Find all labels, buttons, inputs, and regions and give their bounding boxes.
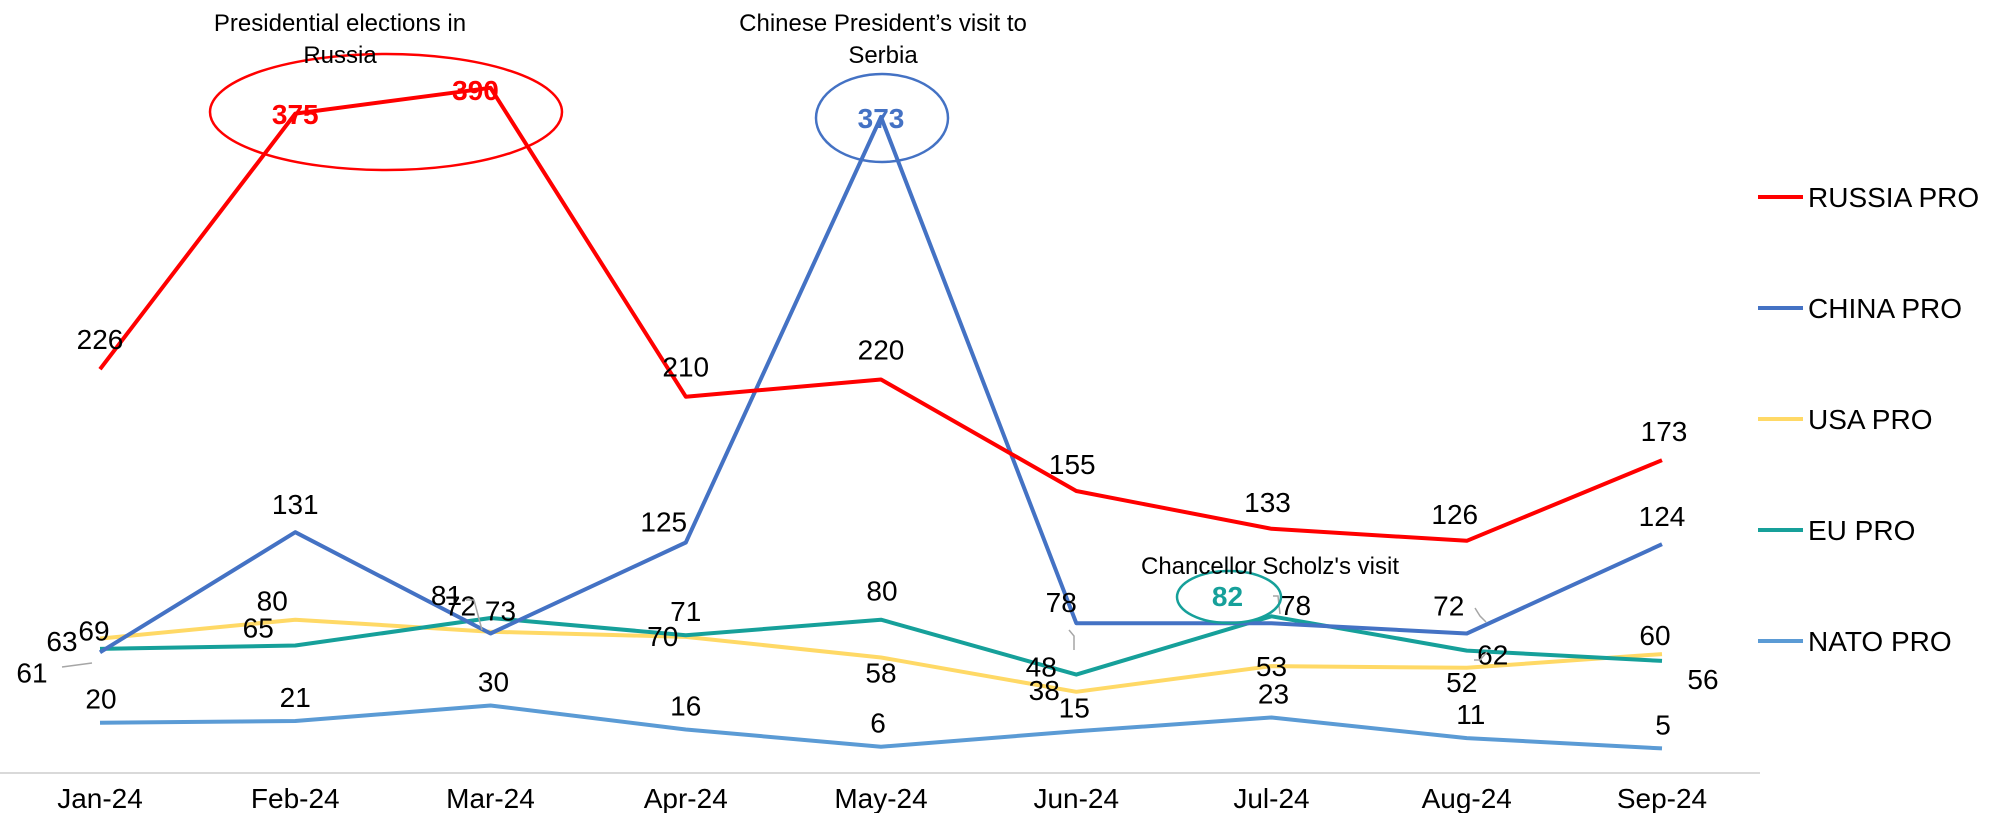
x-tick-label-jul-24: Jul-24	[1233, 783, 1309, 813]
data-label-nato-aug-24: 11	[1456, 699, 1485, 730]
leader-line-usa-jul-24	[1273, 595, 1281, 615]
annotation-oval-russia	[208, 52, 564, 172]
x-tick-label-sep-24: Sep-24	[1617, 783, 1707, 813]
data-label-nato-jul-24: 23	[1258, 679, 1289, 710]
legend-item-eu: EU PRO	[1758, 515, 1915, 546]
leader-line-china-aug-24	[1474, 607, 1487, 623]
data-label-eu-apr-24: 71	[670, 596, 701, 627]
annotation-oval-china	[814, 72, 950, 164]
data-label-russia-feb-24: 375	[272, 99, 319, 130]
data-label-russia-apr-24: 210	[662, 352, 709, 383]
data-label-china-apr-24: 125	[640, 507, 687, 538]
data-label-eu-jul-24: 82	[1212, 581, 1243, 612]
legend-item-nato: NATO PRO	[1758, 626, 1952, 657]
data-label-china-jun-24: 78	[1046, 587, 1077, 618]
data-label-nato-may-24: 6	[870, 708, 886, 739]
leader-line-eu-mar-24	[466, 599, 483, 631]
data-label-russia-mar-24: 390	[452, 75, 499, 106]
annotation-oval-eu	[1175, 569, 1283, 625]
annotation-text-chinese-president-s-visit-to-serbia: Chinese President’s visit to Serbia	[739, 10, 1027, 69]
leader-line-china-jan-24	[61, 662, 93, 668]
data-label-russia-jul-24: 133	[1244, 487, 1291, 518]
x-tick-label-mar-24: Mar-24	[446, 783, 535, 813]
data-label-usa-jan-24: 69	[78, 616, 109, 647]
data-label-eu-sep-24: 56	[1687, 664, 1718, 695]
data-label-china-jul-24: 78	[1280, 590, 1311, 621]
data-label-eu-may-24: 80	[866, 576, 897, 607]
legend-label-china: CHINA PRO	[1808, 293, 1962, 324]
data-label-russia-sep-24: 173	[1641, 416, 1688, 447]
series-line-russia	[98, 85, 1663, 543]
x-tick-label-aug-24: Aug-24	[1422, 783, 1512, 813]
series-line-nato	[99, 703, 1663, 751]
series-line-usa	[99, 617, 1663, 694]
data-label-nato-apr-24: 16	[670, 691, 701, 722]
data-label-nato-mar-24: 30	[478, 667, 509, 698]
data-label-usa-jun-24: 38	[1029, 675, 1060, 706]
data-label-usa-feb-24: 80	[257, 586, 288, 617]
x-tick-label-may-24: May-24	[834, 783, 927, 813]
x-tick-label-jan-24: Jan-24	[57, 783, 143, 813]
data-label-nato-jan-24: 20	[85, 684, 116, 715]
data-label-eu-aug-24: 62	[1477, 640, 1508, 671]
data-label-eu-feb-24: 65	[243, 612, 274, 643]
x-tick-label-jun-24: Jun-24	[1033, 783, 1119, 813]
data-label-usa-may-24: 58	[865, 657, 896, 688]
data-label-usa-mar-24: 73	[485, 596, 516, 627]
leader-line-usa-jun-24	[1068, 629, 1075, 650]
series-line-china	[98, 115, 1663, 655]
legend-item-china: CHINA PRO	[1758, 293, 1962, 324]
data-label-russia-jun-24: 155	[1049, 449, 1096, 480]
data-label-usa-aug-24: 52	[1446, 667, 1477, 698]
legend-label-usa: USA PRO	[1808, 404, 1932, 435]
data-label-china-aug-24: 72	[1433, 590, 1464, 621]
data-label-china-sep-24: 124	[1639, 501, 1686, 532]
data-label-eu-jun-24: 48	[1026, 652, 1057, 683]
data-label-usa-jul-24: 53	[1256, 651, 1287, 682]
data-label-russia-aug-24: 126	[1431, 499, 1478, 530]
annotation-text-chancellor-scholz-s-visit: Chancellor Scholz's visit	[1141, 553, 1399, 580]
legend-label-nato: NATO PRO	[1808, 626, 1952, 657]
data-label-russia-jan-24: 226	[77, 324, 124, 355]
data-label-nato-sep-24: 5	[1655, 709, 1671, 740]
data-label-china-jan-24: 61	[16, 657, 47, 688]
data-label-russia-may-24: 220	[858, 335, 905, 366]
data-label-eu-mar-24: 81	[431, 580, 462, 611]
leader-line-usa-aug-24	[1474, 651, 1488, 661]
legend-item-russia: RUSSIA PRO	[1758, 182, 1979, 213]
x-tick-label-feb-24: Feb-24	[251, 783, 340, 813]
data-label-china-may-24: 373	[858, 103, 905, 134]
data-label-nato-jun-24: 15	[1059, 692, 1090, 723]
legend-label-russia: RUSSIA PRO	[1808, 182, 1979, 213]
data-label-usa-apr-24: 70	[647, 621, 678, 652]
data-label-china-feb-24: 131	[272, 489, 319, 520]
data-label-usa-sep-24: 60	[1639, 620, 1670, 651]
x-tick-label-apr-24: Apr-24	[644, 783, 728, 813]
series-line-eu	[99, 614, 1663, 677]
data-label-nato-feb-24: 21	[280, 682, 311, 713]
legend-label-eu: EU PRO	[1808, 515, 1915, 546]
data-label-eu-jan-24: 63	[46, 626, 77, 657]
data-label-china-mar-24: 72	[445, 590, 476, 621]
legend-item-usa: USA PRO	[1758, 404, 1932, 435]
annotation-text-presidential-elections-in-russia: Presidential elections in Russia	[214, 10, 466, 69]
